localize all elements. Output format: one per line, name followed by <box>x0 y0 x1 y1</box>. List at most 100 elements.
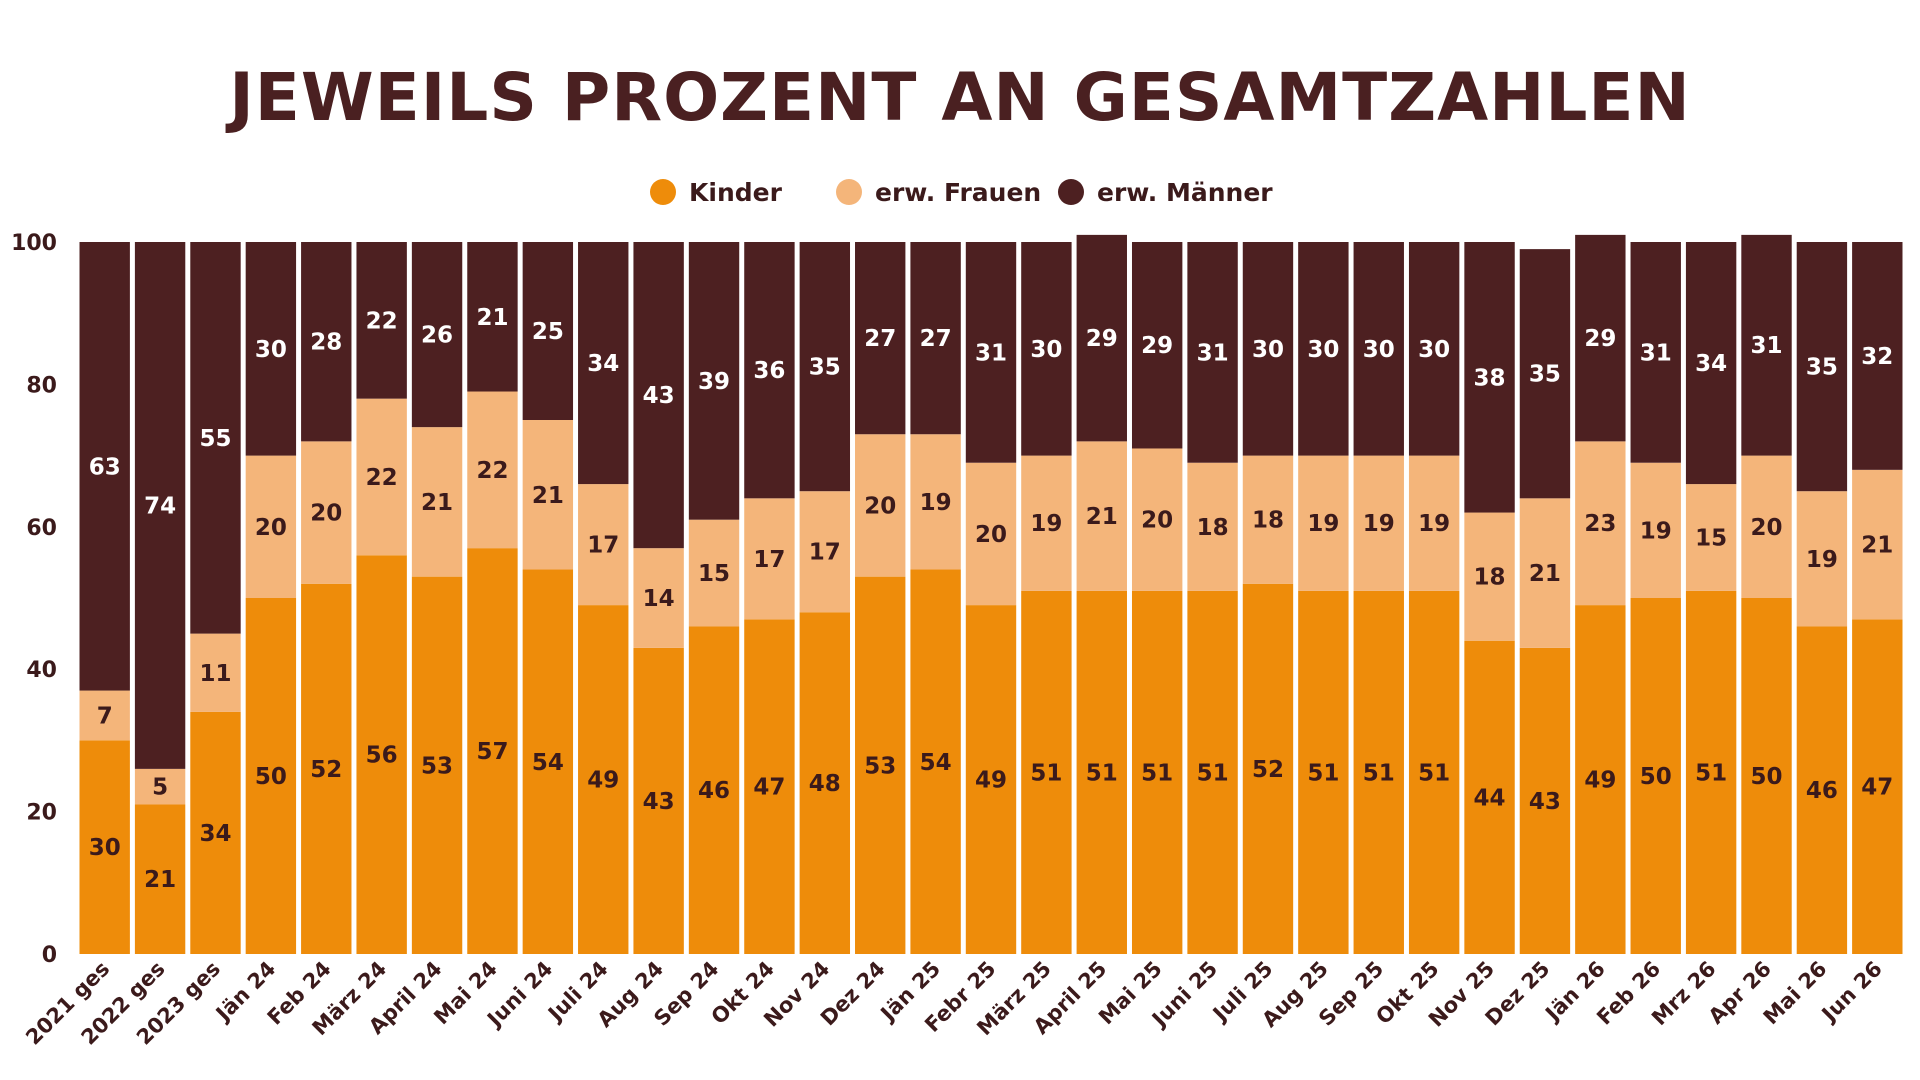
bar-erw-männer <box>1187 242 1238 463</box>
data-label: 19 <box>1806 547 1838 573</box>
bar-kinder <box>633 647 684 954</box>
bar-erw-männer <box>1796 242 1848 492</box>
data-label: 21 <box>1861 533 1893 559</box>
data-label: 56 <box>366 743 398 769</box>
bar-erw-männer <box>1021 242 1072 456</box>
data-label: 34 <box>587 351 619 377</box>
data-label: 53 <box>864 753 896 779</box>
y-tick-label: 60 <box>26 516 57 541</box>
bar-erw-frauen <box>633 548 684 648</box>
bar-erw-frauen <box>1131 448 1183 591</box>
bar-erw-männer <box>633 242 684 549</box>
bar-erw-männer <box>1076 234 1127 442</box>
bar-kinder <box>1298 590 1349 954</box>
bar-group-april-24: 53 21 26 <box>411 242 463 954</box>
data-label: 54 <box>532 750 564 776</box>
data-label: 34 <box>199 821 231 847</box>
data-label: 25 <box>532 319 564 345</box>
bar-group-feb-26: 50 19 31 <box>1630 242 1681 954</box>
legend-label-erw-männer: erw. Männer <box>1097 178 1273 207</box>
bar-erw-männer <box>1519 249 1571 499</box>
bar-group-jän-25: 54 19 27 <box>910 242 961 954</box>
bar-erw-frauen <box>1685 484 1737 591</box>
bar-kinder <box>1630 598 1681 954</box>
data-label: 22 <box>366 308 398 334</box>
bar-kinder <box>1187 590 1238 954</box>
data-label: 20 <box>1751 515 1783 541</box>
data-label: 11 <box>199 661 231 687</box>
bar-erw-männer <box>411 242 463 428</box>
bar-group-juli-24: 49 17 34 <box>578 242 629 954</box>
bar-erw-frauen <box>1852 469 1903 620</box>
bar-erw-männer <box>1852 242 1903 470</box>
data-label: 49 <box>1584 768 1616 794</box>
bar-erw-frauen <box>1187 462 1238 591</box>
bar-kinder <box>744 619 795 954</box>
bar-group-okt-24: 47 17 36 <box>744 242 795 954</box>
bar-group-nov-24: 48 17 35 <box>799 242 851 954</box>
bar-group-febr-25: 49 20 31 <box>965 242 1017 954</box>
data-label: 48 <box>809 771 841 797</box>
bar-erw-frauen <box>1353 455 1404 591</box>
data-label: 30 <box>1418 337 1450 363</box>
bar-kinder <box>799 612 851 954</box>
data-label: 30 <box>1307 337 1339 363</box>
bar-kinder <box>356 555 407 954</box>
data-label: 47 <box>1861 775 1893 801</box>
data-label: 21 <box>1086 504 1118 530</box>
bar-group-nov-25: 44 18 38 <box>1464 242 1515 954</box>
bar-group-märz-25: 51 19 30 <box>1021 242 1072 954</box>
legend-swatch-erw-frauen <box>836 179 862 205</box>
bar-erw-männer <box>855 242 906 435</box>
legend-swatch-erw-männer <box>1058 179 1084 205</box>
data-label: 52 <box>1252 757 1284 783</box>
bar-kinder <box>1741 598 1792 954</box>
bar-kinder <box>688 626 740 954</box>
data-label: 57 <box>476 739 508 765</box>
data-label: 19 <box>1307 511 1339 537</box>
data-label: 51 <box>1141 760 1173 786</box>
bar-kinder <box>910 569 961 954</box>
data-label: 63 <box>89 454 121 480</box>
bar-erw-männer <box>1131 242 1183 449</box>
legend-label-kinder: Kinder <box>689 178 783 207</box>
data-label: 20 <box>310 501 342 527</box>
bar-kinder <box>1242 583 1294 954</box>
data-label: 43 <box>643 789 675 815</box>
bar-erw-frauen <box>1298 455 1349 591</box>
bar-erw-männer <box>1242 242 1294 456</box>
bar-group-jän-26: 49 23 29 <box>1575 234 1626 954</box>
data-label: 15 <box>1695 525 1727 551</box>
data-label: 21 <box>144 867 176 893</box>
data-label: 30 <box>1030 337 1062 363</box>
data-label: 50 <box>1640 764 1672 790</box>
data-label: 21 <box>476 305 508 331</box>
bar-group-apr-26: 50 20 31 <box>1741 234 1792 954</box>
bar-erw-frauen <box>1741 455 1792 598</box>
bar-group-märz-24: 56 22 22 <box>356 242 407 954</box>
bar-erw-frauen <box>1021 455 1072 591</box>
data-label: 34 <box>1695 351 1727 377</box>
bar-erw-frauen <box>134 768 186 805</box>
data-label: 19 <box>1418 511 1450 537</box>
data-label: 51 <box>1418 760 1450 786</box>
bar-kinder <box>965 605 1017 954</box>
data-label: 35 <box>1806 355 1838 381</box>
bar-kinder <box>1131 590 1183 954</box>
data-label: 17 <box>753 547 785 573</box>
bar-kinder <box>1685 590 1737 954</box>
data-label: 74 <box>144 493 176 519</box>
bar-group-sep-24: 46 15 39 <box>688 242 740 954</box>
data-label: 30 <box>89 835 121 861</box>
bar-erw-männer <box>910 242 961 435</box>
bar-erw-männer <box>1353 242 1404 456</box>
data-label: 19 <box>1363 511 1395 537</box>
bar-group-juni-25: 51 18 31 <box>1187 242 1238 954</box>
bar-kinder <box>190 711 241 954</box>
bar-group-dez-24: 53 20 27 <box>855 242 906 954</box>
data-label: 36 <box>753 358 785 384</box>
bar-erw-männer <box>79 242 130 691</box>
bar-group-aug-24: 43 14 43 <box>633 242 684 954</box>
bar-group-jun-26: 47 21 32 <box>1852 242 1903 954</box>
bar-erw-männer <box>190 242 241 634</box>
